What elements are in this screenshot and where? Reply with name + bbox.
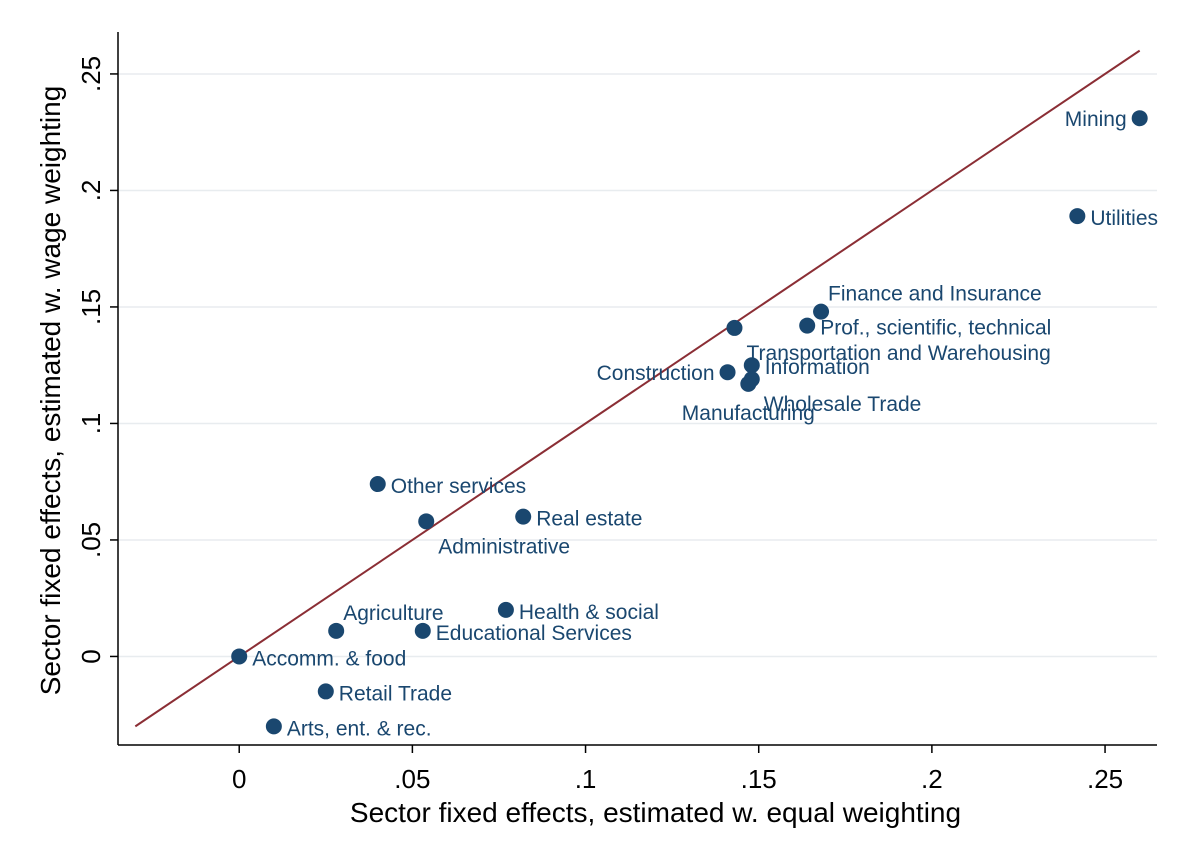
y-tick-label: .2 <box>76 180 106 202</box>
y-tick-label: .15 <box>76 289 106 325</box>
x-tick-label: .1 <box>575 764 597 794</box>
data-point <box>1069 208 1086 225</box>
data-point <box>515 508 532 525</box>
point-label: Health & social <box>519 601 659 624</box>
x-tick-label: .05 <box>394 764 430 794</box>
data-point <box>265 718 282 735</box>
data-point <box>414 622 431 639</box>
point-label: Arts, ent. & rec. <box>287 717 432 740</box>
y-tick-label: 0 <box>76 649 106 663</box>
point-label: Construction <box>597 362 715 385</box>
y-tick-label: .25 <box>76 56 106 92</box>
axes: 0 .05 .1 .15 .2 .25 0 .05 .1 .15 .2 .25 <box>76 32 1157 794</box>
x-tick-label: .2 <box>921 764 943 794</box>
data-point <box>418 513 435 530</box>
point-label: Wholesale Trade <box>764 393 922 416</box>
x-tick-label: .25 <box>1087 764 1123 794</box>
point-label: Real estate <box>536 508 642 531</box>
point-label: Agriculture <box>343 602 443 625</box>
point-label: Manufacturing <box>682 402 815 425</box>
gridlines <box>118 73 1157 658</box>
point-label: Retail Trade <box>339 682 452 705</box>
data-point <box>1131 110 1148 127</box>
y-tick-label: .05 <box>76 522 106 558</box>
x-tick-label: .15 <box>741 764 777 794</box>
point-label: Transportation and Warehousing <box>746 342 1050 365</box>
data-point <box>726 319 743 336</box>
data-point <box>317 683 334 700</box>
point-labels: Mining Utilities Finance and Insurance Prof… <box>252 108 1158 740</box>
point-label: Educational Services <box>436 622 632 645</box>
data-point <box>813 303 830 320</box>
data-point <box>799 317 816 334</box>
y-tick-label: .1 <box>76 413 106 435</box>
point-label: Mining <box>1065 108 1127 131</box>
data-point <box>497 601 514 618</box>
x-axis-title: Sector fixed effects, estimated w. equal… <box>350 797 961 828</box>
y-axis-title: Sector fixed effects, estimated w. wage … <box>35 86 66 696</box>
point-label: Finance and Insurance <box>828 283 1042 306</box>
point-label: Utilities <box>1090 207 1158 230</box>
data-points <box>231 110 1148 735</box>
point-label: Prof., scientific, technical <box>820 317 1051 340</box>
point-label: Other services <box>391 475 526 498</box>
point-label: Information <box>765 356 870 379</box>
reference-line-group <box>134 49 1141 728</box>
reference-line <box>134 49 1141 728</box>
data-point <box>740 375 757 392</box>
data-point <box>719 364 736 381</box>
point-label: Administrative <box>438 535 570 558</box>
data-point <box>328 622 345 639</box>
data-point <box>743 357 760 374</box>
x-tick-label: 0 <box>232 764 246 794</box>
point-label: Accomm. & food <box>252 647 406 670</box>
data-point <box>369 476 386 493</box>
data-point <box>231 648 248 665</box>
